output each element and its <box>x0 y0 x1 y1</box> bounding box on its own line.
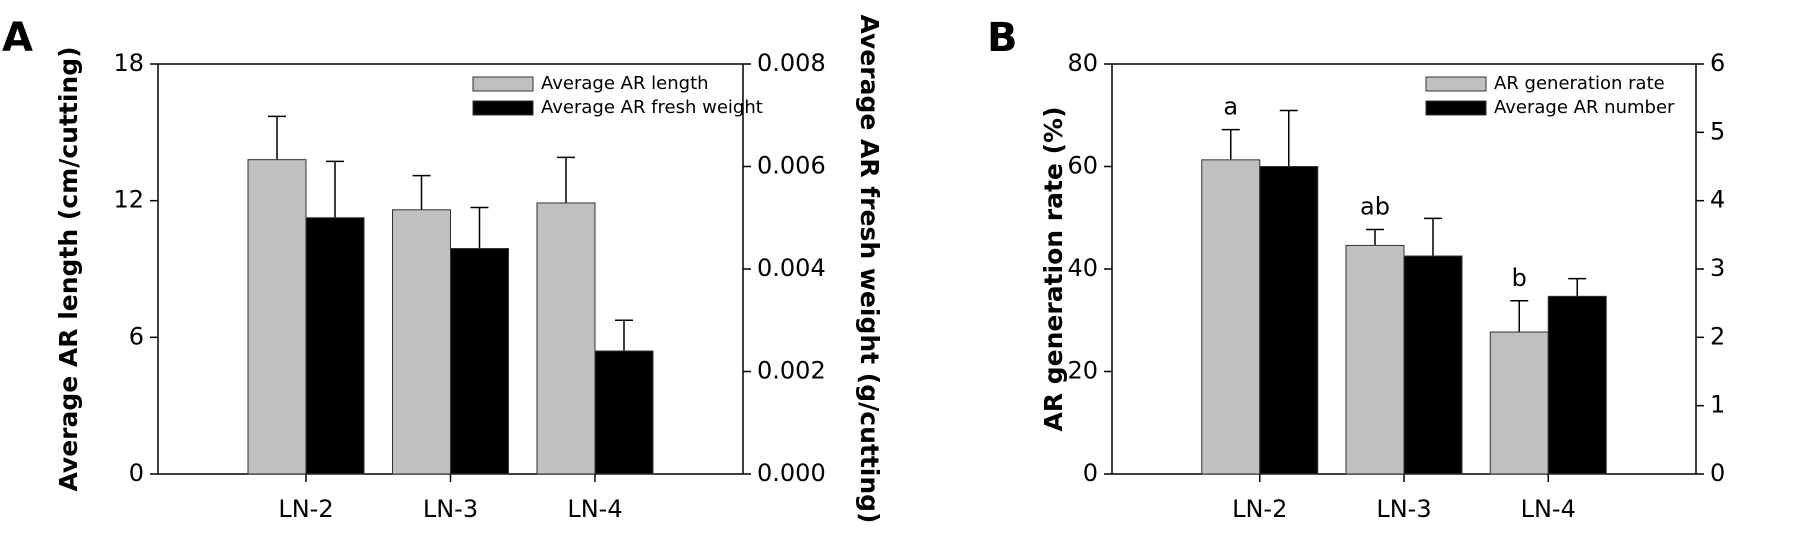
y-tick-label: 0 <box>1083 459 1098 487</box>
x-tick-label: LN-2 <box>1232 495 1287 523</box>
bar <box>305 217 365 475</box>
y2-axis-label: Average AR fresh weight (g/cutting) <box>855 15 884 524</box>
bar <box>1201 159 1261 475</box>
bar <box>1489 331 1549 475</box>
x-tick-label: LN-4 <box>1521 495 1576 523</box>
y-tick-label: 40 <box>1067 254 1098 282</box>
y2-tick-label: 3 <box>1710 254 1725 282</box>
y2-tick-label: 4 <box>1710 186 1725 214</box>
y-tick-label: 18 <box>113 49 144 77</box>
legend-label: Average AR number <box>1494 97 1675 118</box>
legend-label: Average AR length <box>541 73 709 94</box>
y2-tick-label: 0.000 <box>757 459 826 487</box>
bar <box>594 350 654 475</box>
y2-tick-label: 5 <box>1710 117 1725 145</box>
x-tick-label: LN-3 <box>1376 495 1431 523</box>
y2-tick-label: 0.004 <box>757 254 826 282</box>
y2-tick-label: 6 <box>1710 49 1725 77</box>
bar <box>392 209 451 475</box>
panel-label: B <box>987 15 1018 61</box>
x-tick-label: LN-2 <box>278 495 333 523</box>
y2-tick-label: 2 <box>1710 322 1725 350</box>
y-tick-label: 20 <box>1067 357 1098 385</box>
legend-swatch <box>1425 100 1487 116</box>
annotation: a <box>1223 93 1238 121</box>
y-tick-label: 80 <box>1067 49 1098 77</box>
annotation: ab <box>1360 193 1390 221</box>
y-axis-label: Average AR length (cm/cutting) <box>54 46 83 491</box>
bar <box>1547 295 1607 475</box>
panel-label: A <box>2 15 33 61</box>
y-tick-label: 12 <box>113 186 144 214</box>
y-tick-label: 60 <box>1067 152 1098 180</box>
bar <box>247 159 307 475</box>
bar <box>1345 244 1405 475</box>
y2-tick-label: 0.006 <box>757 152 826 180</box>
bar <box>1259 166 1319 475</box>
y-tick-label: 0 <box>129 459 144 487</box>
bar <box>536 202 596 475</box>
y2-tick-label: 0 <box>1710 459 1725 487</box>
y-axis-label: AR generation rate (%) <box>1039 106 1068 431</box>
annotation: b <box>1512 264 1527 292</box>
y2-tick-label: 1 <box>1710 391 1725 419</box>
y-tick-label: 6 <box>129 322 144 350</box>
x-tick-label: LN-3 <box>423 495 478 523</box>
y2-tick-label: 0.002 <box>757 357 826 385</box>
bar <box>450 248 509 475</box>
bar <box>1403 255 1463 475</box>
y2-tick-label: 0.008 <box>757 49 826 77</box>
legend-swatch <box>472 100 534 116</box>
legend-swatch <box>472 76 534 92</box>
legend-label: Average AR fresh weight <box>541 97 763 118</box>
legend-swatch <box>1425 76 1487 92</box>
legend-label: AR generation rate <box>1494 73 1665 94</box>
x-tick-label: LN-4 <box>567 495 622 523</box>
